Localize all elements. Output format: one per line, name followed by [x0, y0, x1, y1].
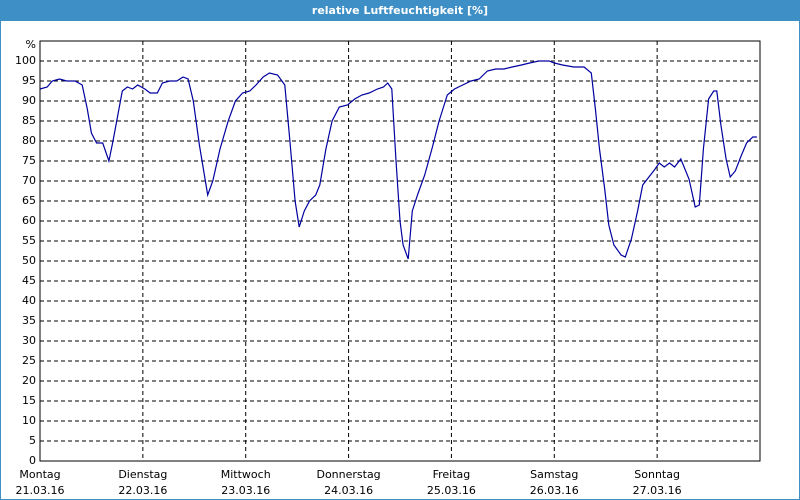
y-tick-label: 30	[22, 334, 36, 347]
y-tick-label: 90	[22, 94, 36, 107]
y-tick-label: 35	[22, 314, 36, 327]
y-tick-label: 80	[22, 134, 36, 147]
y-tick-label: 95	[22, 74, 36, 87]
x-tick-label: 24.03.16	[324, 484, 373, 497]
x-tick-weekday: Dienstag	[118, 468, 167, 481]
x-tick-label: 27.03.16	[633, 484, 682, 497]
plot-frame	[39, 40, 761, 462]
x-tick-weekday: Freitag	[433, 468, 471, 481]
data-line	[39, 60, 757, 260]
x-tick-weekday: Montag	[19, 468, 60, 481]
x-tick-label: 23.03.16	[221, 484, 270, 497]
y-tick-label: 55	[22, 234, 36, 247]
title-bar	[0, 0, 800, 21]
y-tick-label: 50	[22, 254, 36, 267]
x-tick-weekday: Samstag	[530, 468, 578, 481]
x-tick-label: 21.03.16	[16, 484, 65, 497]
y-tick-label: 0	[29, 454, 36, 467]
chart-title: relative Luftfeuchtigkeit [%]	[312, 4, 488, 17]
x-tick-weekday: Mittwoch	[221, 468, 271, 481]
x-tick-label: 22.03.16	[118, 484, 167, 497]
y-tick-label: 25	[22, 354, 36, 367]
y-tick-label: 5	[29, 434, 36, 447]
y-tick-label: 10	[22, 414, 36, 427]
y-tick-label: 100	[15, 54, 36, 67]
y-tick-label: 20	[22, 374, 36, 387]
y-tick-label: 75	[22, 154, 36, 167]
x-tick-weekday: Donnerstag	[316, 468, 380, 481]
y-tick-label: 85	[22, 114, 36, 127]
y-unit: %	[26, 38, 36, 51]
y-tick-label: 70	[22, 174, 36, 187]
x-tick-label: 25.03.16	[427, 484, 476, 497]
y-tick-label: 40	[22, 294, 36, 307]
x-tick-label: 26.03.16	[530, 484, 579, 497]
y-tick-label: 45	[22, 274, 36, 287]
y-tick-label: 60	[22, 214, 36, 227]
x-tick-weekday: Sonntag	[634, 468, 680, 481]
y-tick-label: 65	[22, 194, 36, 207]
y-tick-label: 15	[22, 394, 36, 407]
